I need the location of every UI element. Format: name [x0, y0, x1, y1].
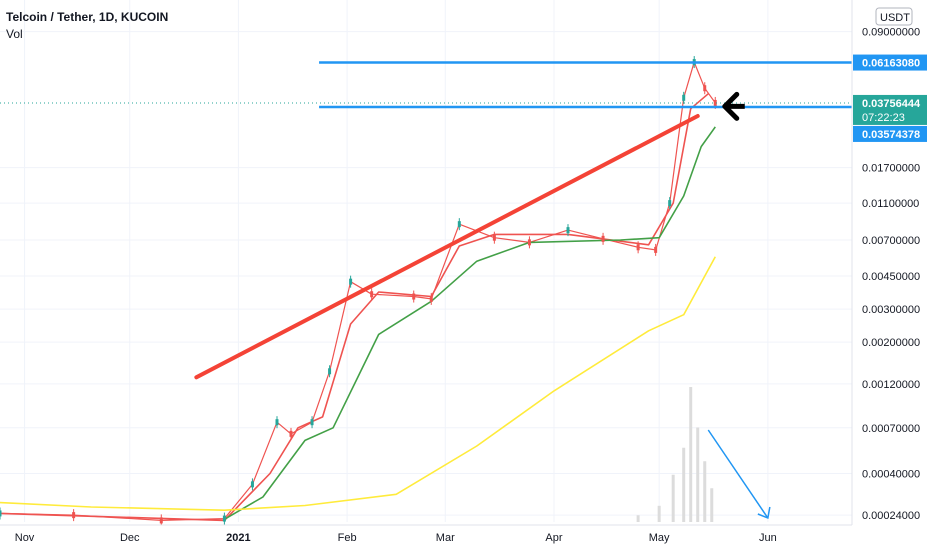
- candle-body: [250, 481, 254, 488]
- price-axis-background: [852, 0, 932, 550]
- currency-badge-label: USDT: [880, 12, 910, 24]
- candle-body: [682, 94, 686, 101]
- candle-body: [222, 515, 226, 522]
- volume-bar: [689, 387, 693, 522]
- time-tick-label: Mar: [436, 532, 455, 544]
- volume-bar: [671, 474, 675, 522]
- price-tick-label: 0.01700000: [862, 163, 920, 175]
- resistance-price-tag-label: 0.06163080: [862, 58, 920, 70]
- candle-body: [636, 244, 640, 251]
- candle-body: [703, 85, 707, 92]
- candle-body: [72, 512, 76, 519]
- series-ma-slow: [0, 256, 717, 512]
- last-price-tag-box: [853, 94, 927, 125]
- symbol-title: Telcoin / Tether, 1D, KUCOIN: [6, 10, 169, 24]
- drawings: [0, 61, 852, 520]
- volume-decline-arrow-shaft: [707, 429, 769, 519]
- price-tick-label: 0.00200000: [862, 337, 920, 349]
- series-ma-mid: [223, 126, 716, 520]
- candle-body: [349, 278, 353, 285]
- candle-body: [492, 234, 496, 241]
- price-tick-label: 0.09000000: [862, 27, 920, 39]
- candle-body: [601, 235, 605, 242]
- time-tick-label: 2021: [226, 532, 250, 544]
- resistance-price-tag-box: [853, 54, 927, 71]
- volume-bar: [696, 427, 700, 522]
- currency-badge[interactable]: [875, 7, 913, 26]
- support-price-tag-label: 0.03574378: [862, 129, 920, 141]
- time-tick-label: Apr: [545, 532, 562, 544]
- candle-body: [310, 419, 314, 426]
- candle-body: [713, 99, 717, 106]
- candle-body: [668, 200, 672, 207]
- price-axis: 0.09000000 0.01700000 0.01100000 0.00700000…: [851, 0, 932, 550]
- candle-body: [654, 246, 658, 253]
- time-tick-label: May: [649, 532, 670, 544]
- candle-body: [275, 419, 279, 426]
- candle-body: [159, 517, 163, 524]
- volume-bars: [636, 387, 714, 522]
- price-tick-label: 0.00450000: [862, 271, 920, 283]
- candle-body: [328, 368, 332, 375]
- last-price-tag-label: 0.03756444: [862, 98, 921, 110]
- candle-body: [566, 227, 570, 234]
- volume-bar: [682, 447, 686, 522]
- time-axis: Nov Dec 2021 Feb Mar Apr May Jun: [0, 524, 852, 550]
- price-tick-label: 0.00024000: [862, 510, 920, 522]
- time-axis-background: [0, 525, 852, 550]
- volume-indicator-label: Vol: [6, 27, 23, 41]
- time-tick-label: Nov: [15, 532, 35, 544]
- price-series: [0, 56, 717, 527]
- volume-bar: [657, 505, 661, 522]
- price-tick-label: 0.00040000: [862, 468, 920, 480]
- candle-body: [527, 239, 531, 246]
- candle-body: [429, 295, 433, 302]
- price-tick-label: 0.00070000: [862, 423, 920, 435]
- price-tick-label: 0.00700000: [862, 235, 920, 247]
- trendline: [194, 114, 700, 380]
- volume-bar: [636, 515, 640, 522]
- candle-body: [412, 293, 416, 300]
- volume-bar: [710, 488, 714, 522]
- support-price-tag-box: [853, 125, 927, 142]
- candle-body: [289, 430, 293, 437]
- time-tick-label: Jun: [759, 532, 777, 544]
- countdown-label: 07:22:23: [862, 112, 905, 124]
- price-tick-label: 0.01100000: [862, 198, 919, 210]
- time-tick-label: Feb: [338, 532, 357, 544]
- plot-background: [0, 0, 852, 522]
- black-arrow-head: [722, 91, 740, 121]
- time-tick-label: Dec: [120, 532, 140, 544]
- candle-body: [0, 510, 2, 517]
- volume-decline-arrow-head: [757, 506, 771, 520]
- volume-bar: [703, 461, 707, 522]
- grid: [0, 0, 852, 522]
- price-tick-label: 0.00300000: [862, 304, 920, 316]
- candle-body: [457, 221, 461, 228]
- candle-body: [370, 291, 374, 298]
- price-tick-label: 0.00120000: [862, 379, 920, 391]
